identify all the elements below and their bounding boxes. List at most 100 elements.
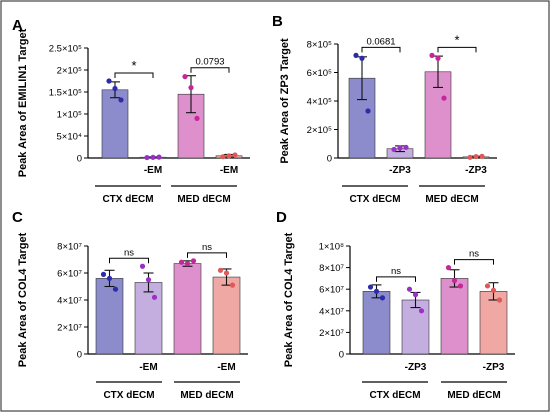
data-point [223,270,230,276]
significance-label: * [131,58,136,73]
data-point [373,288,380,294]
y-tick-label: 8×10⁵ [307,40,332,51]
data-point [429,52,435,59]
data-point [150,154,156,160]
panel-c: C Peak Area of COL4 Target 0 2×10⁷ 4×10⁷ 6×10… [12,209,248,401]
significance-bracket [190,67,230,73]
bar [173,263,202,355]
data-point [359,55,365,61]
bar [440,278,469,355]
significance-bracket [361,46,401,53]
category-label: -EM [217,362,235,373]
group-label: MED dECM [180,390,233,401]
significance-bracket [109,257,149,264]
data-point [418,308,425,314]
panel-letter: B [272,13,283,30]
y-tick-label: 0 [77,154,82,165]
significance-label: * [454,32,459,47]
panel-b: B Peak Area of ZP3 Target 0 2×10⁵ 4×10⁵ 6×10⁵… [272,13,497,205]
data-point [490,287,497,293]
significance-label: 0.0681 [366,36,395,47]
bar [401,299,430,355]
significance-bracket [187,252,227,258]
y-tick-label: 2×10⁵ [57,66,82,77]
data-point [118,97,124,103]
category-label: -ZP3 [483,362,505,373]
y-tick-label: 6×10⁷ [57,269,82,280]
y-axis-label: Peak Area of COL4 Target [17,232,29,367]
data-point [156,154,162,160]
y-tick-label: 0 [77,350,82,361]
significance-label: ns [391,266,401,277]
data-point [391,146,397,153]
panel-d: D Peak Area of COL4 Target 0 2×10⁷ 4×10⁷ 6×10… [276,209,515,401]
data-point [144,154,150,161]
data-point [190,258,197,264]
bar [101,89,129,159]
y-axis-label: Peak Area of ZP3 Target [279,38,291,164]
data-point [232,152,238,158]
group-label: CTX dECM [349,194,400,205]
data-point [412,292,419,298]
panel-letter: D [276,209,287,226]
data-point [182,74,188,80]
data-point [112,85,118,92]
group-label: MED dECM [447,390,500,401]
y-tick-label: 8×10⁷ [57,242,82,253]
bar [479,291,508,355]
data-point [445,265,452,271]
data-point [365,108,371,114]
significance-bracket [437,46,477,53]
data-point [226,153,232,159]
group-label: MED dECM [425,194,478,205]
panel-letter: A [12,17,23,34]
data-point [367,284,374,290]
data-point [188,85,194,91]
category-label: -ZP3 [405,362,427,373]
group-label: MED dECM [177,194,230,205]
data-point [379,295,386,301]
bar [95,278,124,355]
data-point [106,275,113,281]
data-point [139,263,146,269]
y-tick-label: 1.5×10⁵ [49,88,82,99]
significance-bracket [114,72,154,78]
y-tick-label: 2×10⁷ [319,328,344,339]
y-tick-label: 6×10⁷ [319,285,344,296]
data-point [406,286,413,292]
data-point [112,286,119,292]
data-point [151,294,158,300]
y-tick-label: 1×10⁵ [57,110,82,121]
panel-letter: C [12,209,23,226]
group-label: CTX dECM [102,194,153,205]
data-point [441,95,447,101]
data-point [217,267,224,273]
data-point [403,144,409,150]
y-axis-label: Peak Area of COL4 Target [283,232,295,367]
data-point [106,78,112,84]
y-axis-label: Peak Area of EMILIN1 Target [17,28,29,177]
data-point [145,277,152,283]
group-label: CTX dECM [103,390,154,401]
y-tick-label: 4×10⁵ [307,97,332,108]
group-label: CTX dECM [369,390,420,401]
significance-label: ns [469,249,479,260]
data-point [178,259,185,265]
y-tick-label: 6×10⁵ [307,68,332,79]
data-point [229,282,236,288]
y-tick-label: 2×10⁵ [307,125,332,136]
category-label: -EM [144,165,162,176]
category-label: -EM [220,165,238,176]
y-tick-label: 2×10⁷ [57,323,82,334]
y-tick-label: 2.5×10⁵ [49,44,82,55]
y-tick-label: 0 [327,154,332,165]
data-point [220,154,226,160]
data-point [100,271,107,277]
data-point [353,52,359,59]
data-point [496,297,503,303]
bar [362,291,391,355]
y-tick-label: 4×10⁷ [57,296,82,307]
y-tick-label: 0 [339,350,344,361]
